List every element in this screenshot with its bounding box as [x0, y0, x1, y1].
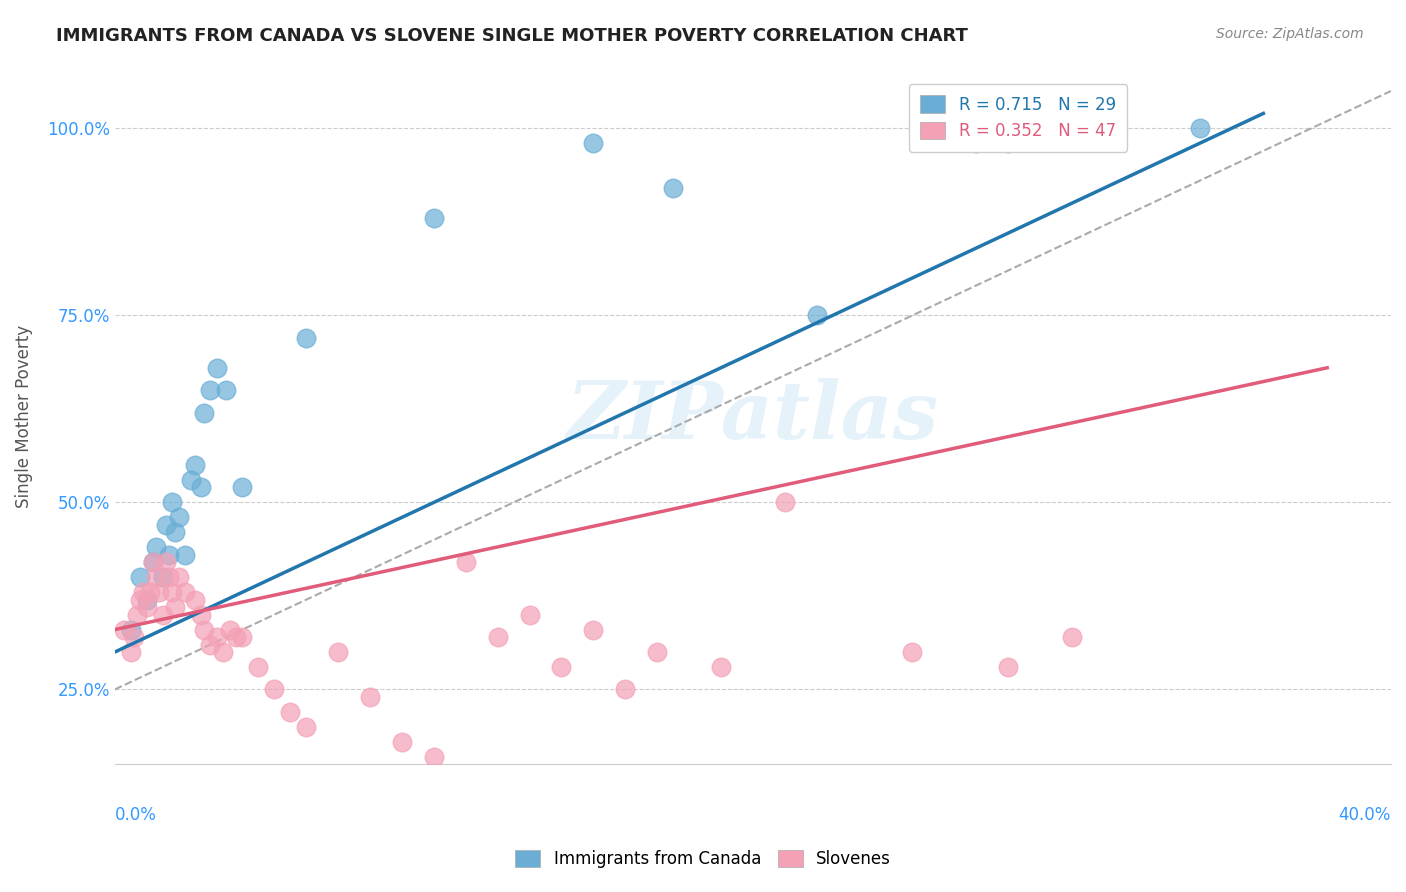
Point [231, 630, 253, 644]
Text: IMMIGRANTS FROM CANADA VS SLOVENE SINGLE MOTHER POVERTY CORRELATION CHART: IMMIGRANTS FROM CANADA VS SLOVENE SINGLE… [56, 27, 969, 45]
Point [125, 607, 148, 622]
Point [132, 585, 155, 599]
Point [997, 660, 1019, 674]
Point [326, 645, 349, 659]
Point [550, 660, 572, 674]
Point [129, 570, 152, 584]
Point [773, 495, 796, 509]
Point [901, 645, 924, 659]
Legend: R = 0.715   N = 29, R = 0.352   N = 47: R = 0.715 N = 29, R = 0.352 N = 47 [908, 84, 1128, 152]
Point [167, 570, 190, 584]
Point [190, 607, 212, 622]
Point [247, 660, 270, 674]
Point [295, 720, 318, 734]
Point [160, 585, 183, 599]
Point [519, 607, 541, 622]
Text: 0.0%: 0.0% [115, 806, 156, 824]
Point [997, 136, 1019, 151]
Point [454, 555, 477, 569]
Point [174, 585, 197, 599]
Point [486, 630, 509, 644]
Point [157, 570, 180, 584]
Point [152, 607, 174, 622]
Text: 40.0%: 40.0% [1339, 806, 1391, 824]
Point [145, 570, 167, 584]
Point [180, 473, 202, 487]
Point [1060, 630, 1083, 644]
Point [662, 181, 685, 195]
Point [193, 406, 215, 420]
Point [710, 660, 733, 674]
Point [1188, 121, 1211, 136]
Point [165, 600, 187, 615]
Legend: Immigrants from Canada, Slovenes: Immigrants from Canada, Slovenes [509, 843, 897, 875]
Point [142, 555, 165, 569]
Point [295, 331, 318, 345]
Point [174, 548, 197, 562]
Text: ZIPatlas: ZIPatlas [567, 377, 939, 455]
Point [155, 517, 177, 532]
Point [205, 630, 228, 644]
Point [167, 510, 190, 524]
Point [225, 630, 247, 644]
Point [193, 623, 215, 637]
Point [155, 555, 177, 569]
Point [190, 480, 212, 494]
Point [129, 592, 152, 607]
Point [582, 136, 605, 151]
Point [183, 592, 205, 607]
Point [200, 383, 222, 397]
Point [152, 570, 174, 584]
Point [423, 749, 446, 764]
Point [148, 585, 170, 599]
Point [423, 211, 446, 226]
Point [359, 690, 381, 704]
Point [112, 623, 135, 637]
Point [212, 645, 235, 659]
Point [205, 360, 228, 375]
Point [135, 592, 157, 607]
Point [120, 645, 142, 659]
Y-axis label: Single Mother Poverty: Single Mother Poverty [15, 325, 32, 508]
Point [120, 623, 142, 637]
Point [218, 623, 240, 637]
Point [135, 600, 157, 615]
Point [231, 480, 253, 494]
Point [278, 705, 301, 719]
Point [200, 638, 222, 652]
Point [391, 735, 413, 749]
Point [215, 383, 238, 397]
Point [965, 136, 987, 151]
Point [165, 525, 187, 540]
Point [139, 585, 162, 599]
Point [806, 309, 828, 323]
Point [582, 623, 605, 637]
Point [645, 645, 668, 659]
Point [1029, 128, 1052, 143]
Text: Source: ZipAtlas.com: Source: ZipAtlas.com [1216, 27, 1364, 41]
Point [263, 682, 285, 697]
Point [160, 495, 183, 509]
Point [142, 555, 165, 569]
Point [157, 548, 180, 562]
Point [614, 682, 637, 697]
Point [183, 458, 205, 472]
Point [145, 541, 167, 555]
Point [122, 630, 145, 644]
